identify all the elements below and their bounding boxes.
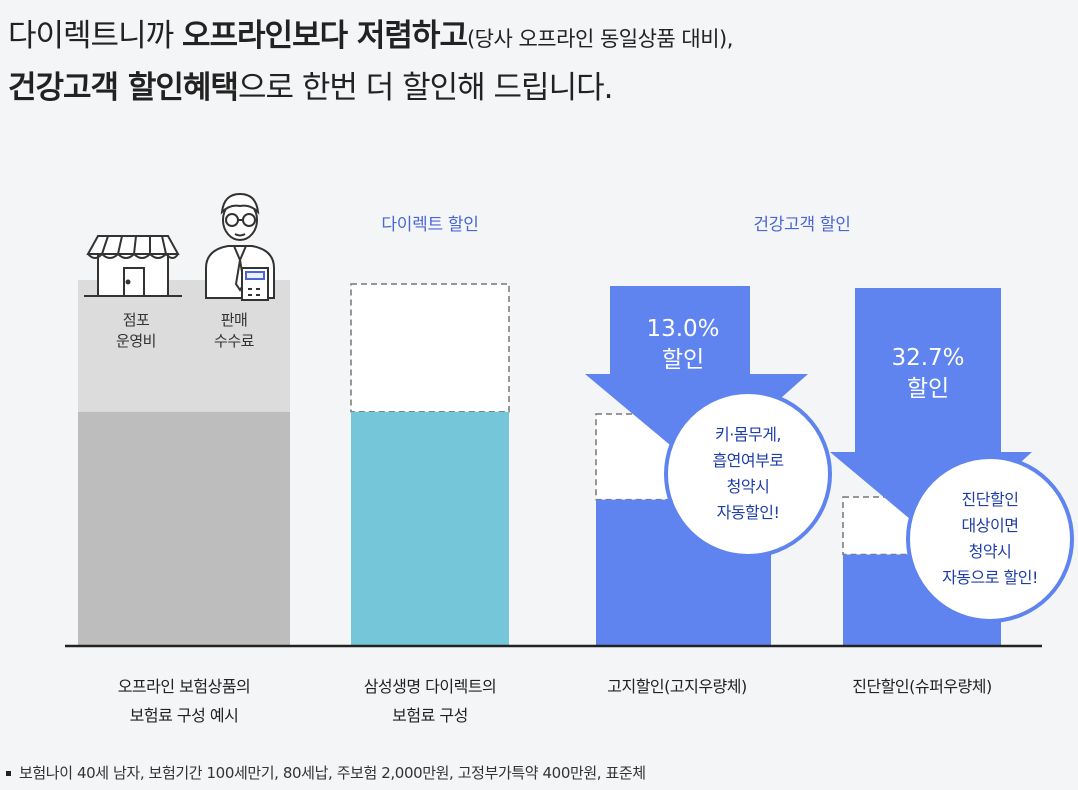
- discount-arrow-notice: [585, 286, 808, 470]
- footnote-bullet: [6, 771, 11, 776]
- category-label-notice: 고지할인(고지우량체): [577, 672, 777, 701]
- discount-value-notice: 13.0%: [646, 316, 720, 342]
- discount-text-super: 32.7% 할인: [891, 343, 964, 405]
- bubble-super: 진단할인 대상이면 청약시 자동으로 할인!: [906, 455, 1074, 623]
- headline-line-1: 다이렉트니까 오프라인보다 저렴하고(당사 오프라인 동일상품 대비),: [8, 10, 733, 55]
- group-label-direct: 다이렉트 할인: [381, 215, 479, 235]
- footnote: 보험나이 40세 남자, 보험기간 100세만기, 80세납, 주보험 2,00…: [6, 762, 646, 783]
- bubble-notice-line-2: 흡연여부로: [712, 451, 784, 470]
- category-label-offline-line-1: 오프라인 보험상품의: [117, 677, 251, 696]
- discount-label-super: 할인: [906, 376, 950, 402]
- cost-label-store-line-2: 운영비: [116, 332, 156, 350]
- category-label-offline: 오프라인 보험상품의 보험료 구성 예시: [84, 672, 284, 730]
- bar-direct-saved: [350, 283, 510, 413]
- category-label-direct: 삼성생명 다이렉트의 보험료 구성: [330, 672, 530, 730]
- group-label-healthy: 건강고객 할인: [753, 215, 851, 235]
- bubble-notice-line-1: 키·몸무게,: [714, 425, 782, 444]
- headline-line-2: 건강고객 할인혜택으로 한번 더 할인해 드립니다.: [8, 62, 614, 107]
- headline-1c: (당사 오프라인 동일상품 대비),: [466, 27, 733, 51]
- category-label-direct-line-2: 보험료 구성: [392, 706, 468, 725]
- headline-1a: 다이렉트니까: [8, 18, 182, 54]
- cost-label-commission-line-2: 수수료: [214, 332, 254, 350]
- discount-text-notice: 13.0% 할인: [646, 314, 719, 376]
- store-icon: [84, 235, 182, 297]
- bubble-super-line-3: 청약시: [968, 542, 1012, 561]
- cost-label-store: 점포 운영비: [116, 310, 156, 352]
- cost-label-store-line-1: 점포: [122, 311, 150, 329]
- headline-2b: 으로 한번 더 할인해 드립니다.: [237, 70, 614, 106]
- footnote-text: 보험나이 40세 남자, 보험기간 100세만기, 80세납, 주보험 2,00…: [19, 764, 646, 782]
- bar-offline-base: [78, 411, 290, 646]
- headline-1b: 오프라인보다 저렴하고: [181, 18, 468, 54]
- salesperson-icon: [205, 192, 275, 301]
- bubble-notice: 키·몸무게, 흡연여부로 청약시 자동할인!: [664, 390, 832, 558]
- bubble-super-line-4: 자동으로 할인!: [942, 568, 1038, 587]
- category-label-offline-line-2: 보험료 구성 예시: [129, 706, 239, 725]
- category-label-super-line-1: 진단할인(슈퍼우량체): [852, 677, 992, 696]
- category-label-notice-line-1: 고지할인(고지우량체): [607, 677, 747, 696]
- bubble-super-line-1: 진단할인: [961, 490, 1019, 509]
- bubble-notice-line-4: 자동할인!: [716, 503, 780, 522]
- bubble-super-line-2: 대상이면: [961, 516, 1019, 535]
- bar-offline-overhead: [78, 280, 290, 412]
- cost-label-commission-line-1: 판매: [220, 311, 248, 329]
- bar-direct: [351, 411, 509, 646]
- bubble-notice-line-3: 청약시: [726, 477, 770, 496]
- headline-2a: 건강고객 할인혜택: [8, 70, 239, 106]
- category-label-super: 진단할인(슈퍼우량체): [822, 672, 1022, 701]
- discount-label-notice: 할인: [661, 347, 705, 373]
- cost-label-commission: 판매 수수료: [214, 310, 254, 352]
- category-label-direct-line-1: 삼성생명 다이렉트의: [363, 677, 497, 696]
- discount-value-super: 32.7%: [891, 345, 965, 371]
